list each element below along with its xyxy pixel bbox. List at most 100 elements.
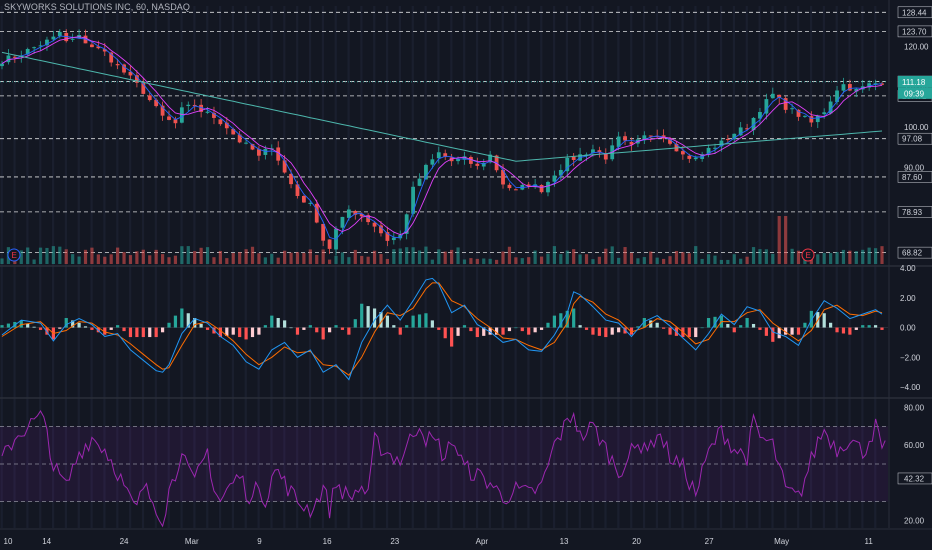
volume-bar (751, 247, 756, 264)
volume-bar (250, 246, 255, 264)
volume-bar (116, 247, 120, 264)
session-stripe (270, 6, 273, 528)
candle-body (777, 94, 782, 99)
volume-bar (565, 250, 569, 264)
candle-body (513, 189, 518, 191)
volume-bar (141, 249, 145, 264)
volume-bar (469, 258, 473, 264)
candle-body (64, 32, 69, 42)
session-stripe (732, 6, 736, 528)
volume-bar (700, 258, 704, 264)
chart-header: SKYWORKS SOLUTIONS INC, 60, NASDAQ (4, 2, 190, 12)
candle-body (70, 38, 75, 40)
macd-histogram-bar (180, 308, 184, 328)
macd-histogram-bar (706, 318, 711, 328)
macd-histogram-bar (32, 326, 36, 328)
session-stripe (694, 6, 697, 528)
volume-bar (276, 257, 280, 264)
rsi-axis-tick: 60.00 (904, 441, 925, 450)
candle-body (719, 140, 724, 147)
session-stripe (321, 6, 324, 528)
volume-bar (160, 254, 165, 264)
volume-bar (173, 255, 178, 264)
candle-body (282, 160, 287, 173)
volume-bar (238, 252, 242, 264)
macd-histogram-bar (141, 327, 145, 338)
volume-bar (462, 259, 467, 264)
candle-body (96, 46, 101, 49)
macd-histogram-bar (379, 312, 383, 328)
session-stripe (707, 6, 710, 528)
volume-bar (610, 246, 614, 264)
volume-bar (103, 256, 107, 264)
session-stripe (244, 6, 247, 528)
price-level-tag (897, 206, 932, 218)
candle-body (693, 157, 698, 160)
macd-histogram-bar (218, 327, 222, 338)
macd-histogram-bar (758, 327, 762, 330)
volume-bar (726, 259, 730, 264)
volume-bar (205, 247, 210, 264)
session-stripe (617, 6, 620, 528)
candle-body (128, 71, 133, 76)
price-level-tag-text: 87.60 (902, 173, 923, 182)
session-stripe (77, 6, 80, 528)
earnings-badge (801, 248, 815, 262)
macd-histogram-bar (822, 313, 826, 328)
volume-bar (295, 252, 300, 264)
macd-histogram-bar (867, 325, 871, 328)
volume-bar (507, 246, 512, 264)
pane-separators (0, 0, 932, 530)
macd-histogram-bar (559, 313, 563, 328)
macd-histogram-bar (494, 327, 499, 335)
volume-bar (662, 258, 666, 264)
volume-bar (739, 258, 743, 264)
session-stripe (578, 6, 581, 528)
macd-histogram-bar (784, 327, 788, 335)
candle-body (565, 158, 570, 172)
volume-bar (340, 252, 345, 264)
candle-body (835, 90, 839, 103)
volume-bar (167, 257, 171, 264)
rsi-axis-tick: 20.00 (904, 516, 925, 525)
session-stripe (655, 6, 658, 528)
macd-histogram-bar (848, 327, 852, 335)
volume-bar (392, 249, 396, 264)
volume-bar (456, 247, 460, 264)
volume-bar (405, 247, 409, 264)
candle-body (308, 202, 313, 204)
candle-body (276, 147, 281, 161)
volume-bar (520, 258, 524, 264)
candle-body (796, 109, 801, 117)
time-axis-tick: 23 (390, 537, 399, 546)
macd-signal-line (1, 282, 883, 376)
macd-histogram-bar (546, 322, 550, 328)
candle-body (597, 150, 602, 153)
candle-body (379, 225, 383, 234)
macd-histogram-bar (302, 327, 306, 330)
session-stripe (257, 6, 260, 528)
session-stripe (835, 6, 838, 528)
macd-histogram-bar (591, 327, 595, 335)
session-stripe (758, 6, 761, 528)
candle-body (231, 128, 236, 135)
volume-bar (777, 216, 781, 264)
price-level-tag-text: 97.08 (902, 135, 923, 144)
candle-body (424, 164, 428, 180)
candle-body (758, 112, 762, 119)
session-stripe (154, 6, 157, 528)
volume-bar (642, 257, 646, 264)
macd-histogram-bar (372, 308, 377, 328)
macd-histogram-bar (578, 325, 582, 328)
candle-body (475, 163, 480, 166)
macd-histogram-bar (199, 323, 203, 328)
volume-bar (578, 254, 582, 264)
session-stripe (822, 6, 825, 528)
session-stripe (360, 6, 363, 528)
macd-histogram-bar (276, 318, 280, 328)
macd-histogram-bar (527, 327, 531, 335)
volume-bar (385, 258, 390, 264)
